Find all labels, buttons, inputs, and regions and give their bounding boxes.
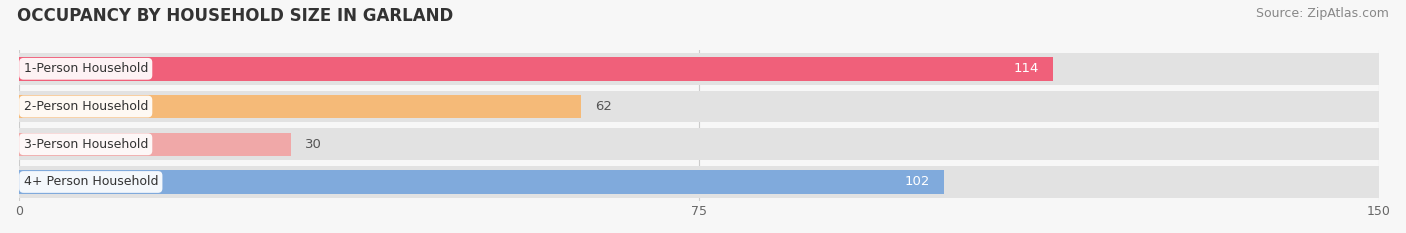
Bar xyxy=(20,133,291,156)
Text: 102: 102 xyxy=(905,175,931,188)
Text: OCCUPANCY BY HOUSEHOLD SIZE IN GARLAND: OCCUPANCY BY HOUSEHOLD SIZE IN GARLAND xyxy=(17,7,453,25)
Text: 1-Person Household: 1-Person Household xyxy=(24,62,148,75)
Text: 114: 114 xyxy=(1014,62,1039,75)
Text: 4+ Person Household: 4+ Person Household xyxy=(24,175,157,188)
Bar xyxy=(20,91,1379,122)
Bar xyxy=(20,170,943,194)
Text: Source: ZipAtlas.com: Source: ZipAtlas.com xyxy=(1256,7,1389,20)
Bar xyxy=(20,57,1053,81)
Bar xyxy=(20,166,1379,198)
Text: 3-Person Household: 3-Person Household xyxy=(24,138,148,151)
Bar xyxy=(20,53,1379,85)
Text: 62: 62 xyxy=(595,100,612,113)
Bar xyxy=(20,95,581,118)
Text: 30: 30 xyxy=(305,138,322,151)
Text: 2-Person Household: 2-Person Household xyxy=(24,100,148,113)
Bar xyxy=(20,128,1379,160)
